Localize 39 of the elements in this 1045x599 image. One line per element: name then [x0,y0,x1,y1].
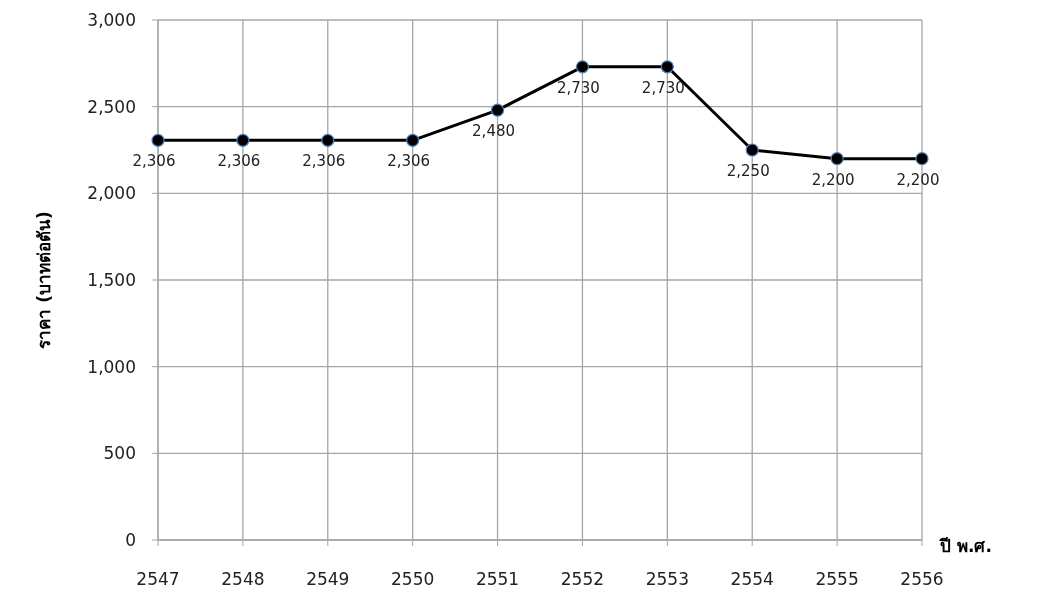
y-tick-label: 1,000 [87,356,136,377]
data-label: 2,250 [726,162,770,180]
x-tick-label: 2552 [560,569,605,589]
data-label: 2,480 [472,122,516,141]
point [660,60,674,74]
point [236,133,250,147]
point [915,152,929,166]
x-tick-label: 2553 [645,569,689,589]
point [406,133,420,147]
point [490,103,505,117]
x-tick-label: 2549 [306,569,350,589]
data-label: 2,200 [811,170,855,189]
x-tick-label: 2555 [815,569,859,589]
point [830,152,844,166]
x-tick-label: 2554 [730,569,774,589]
data-label: 2,730 [556,78,600,97]
point [321,133,335,147]
x-tick-label: 2547 [136,569,180,589]
x-tick-label: 2551 [475,569,520,589]
y-tick-label: 500 [103,443,136,464]
point [745,143,759,157]
x-tick-label: 2550 [391,569,435,589]
data-label: 2,200 [896,170,940,189]
x-tick-label: 2556 [900,569,944,589]
data-label: 2,306 [132,152,176,171]
y-tick-label: 1,500 [87,270,136,290]
point [575,60,590,74]
data-label: 2,730 [641,78,685,97]
x-tick-label: 2548 [221,569,265,589]
data-label: 2,306 [217,152,261,171]
y-tick-label: 2,000 [87,183,136,204]
data-label: 2,306 [387,152,431,171]
x-axis-title: ปี พ.ศ. [939,536,992,556]
y-tick-label: 3,000 [87,10,136,30]
y-axis-title: ราคา (บาทต่อตัน) [34,211,54,349]
data-label: 2,306 [302,152,346,171]
y-tick-label: 0 [125,530,136,550]
point [151,133,165,147]
y-tick-label: 2,500 [87,96,136,117]
